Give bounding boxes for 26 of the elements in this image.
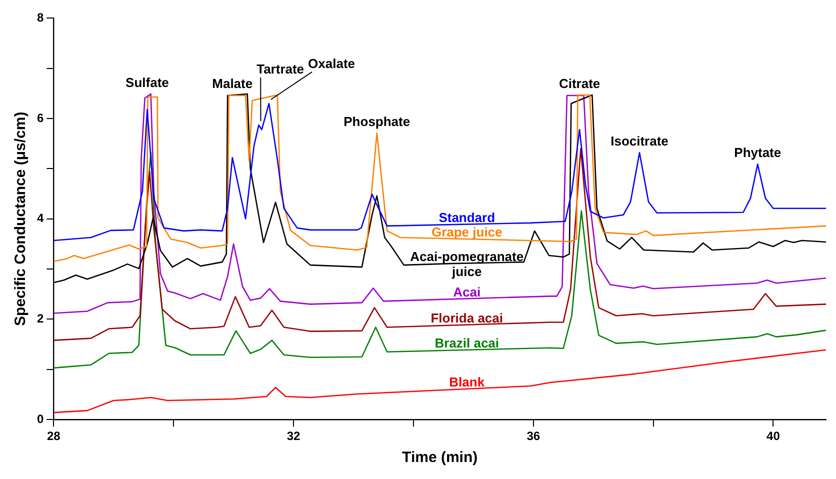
annotation: Tartrate [256, 61, 304, 76]
annotation: Malate [212, 76, 253, 91]
x-axis-title: Time (min) [402, 449, 478, 466]
y-tick-label: 0 [36, 412, 44, 426]
y-axis-title: Specific Conductance (μs/cm) [12, 112, 30, 326]
x-tick-label: 32 [286, 429, 301, 444]
series-label: Acai-pomegranate juice [410, 248, 524, 279]
x-tick-label: 28 [46, 429, 61, 444]
series-label: Acai [453, 284, 481, 300]
annotation: Citrate [558, 76, 600, 91]
y-tick-label: 2 [36, 312, 44, 326]
series-label: Standard [438, 210, 496, 225]
series-label: Grape juice [431, 224, 502, 240]
series-label: Florida acai [430, 310, 503, 326]
annotation: Phosphate [344, 114, 410, 130]
series-label: Blank [449, 374, 486, 390]
y-tick-label: 6 [36, 110, 44, 125]
x-tick-label: 36 [526, 429, 540, 444]
series-label: Brazil acai [434, 335, 500, 350]
annotation: Oxalate [308, 56, 356, 71]
y-tick-label: 8 [36, 10, 44, 25]
y-tick-label: 4 [36, 211, 44, 226]
annotation: Sulfate [126, 74, 169, 90]
x-tick-label: 40 [766, 429, 780, 444]
annotation: Isocitrate [610, 134, 668, 149]
annotation: Phytate [734, 145, 782, 160]
